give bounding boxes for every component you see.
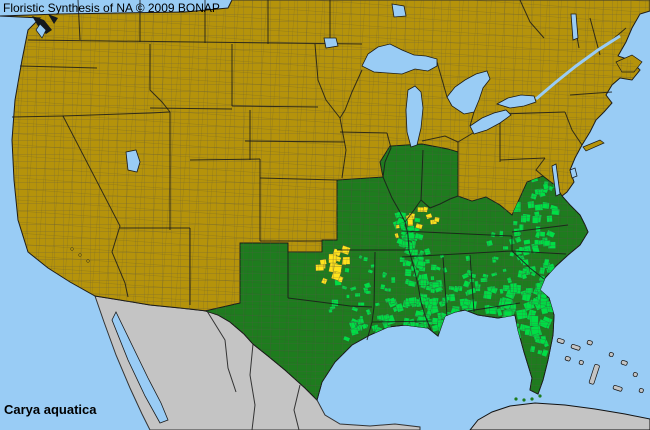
map-long-island	[582, 139, 605, 152]
map-st-lawrence-river	[535, 34, 621, 101]
map-attribution: Floristic Synthesis of NA © 2009 BONAP	[3, 1, 220, 15]
map-channel-islands	[70, 247, 90, 263]
map-florida-keys	[514, 394, 542, 402]
map-puget-sound	[32, 14, 58, 39]
species-name-label: Carya aquatica	[4, 402, 97, 417]
map-lakes	[111, 3, 579, 424]
map-bahamas	[556, 338, 644, 394]
map-state-borders	[11, 0, 627, 341]
map-mexico-state-borders	[206, 310, 301, 430]
map-cuba	[469, 402, 650, 430]
